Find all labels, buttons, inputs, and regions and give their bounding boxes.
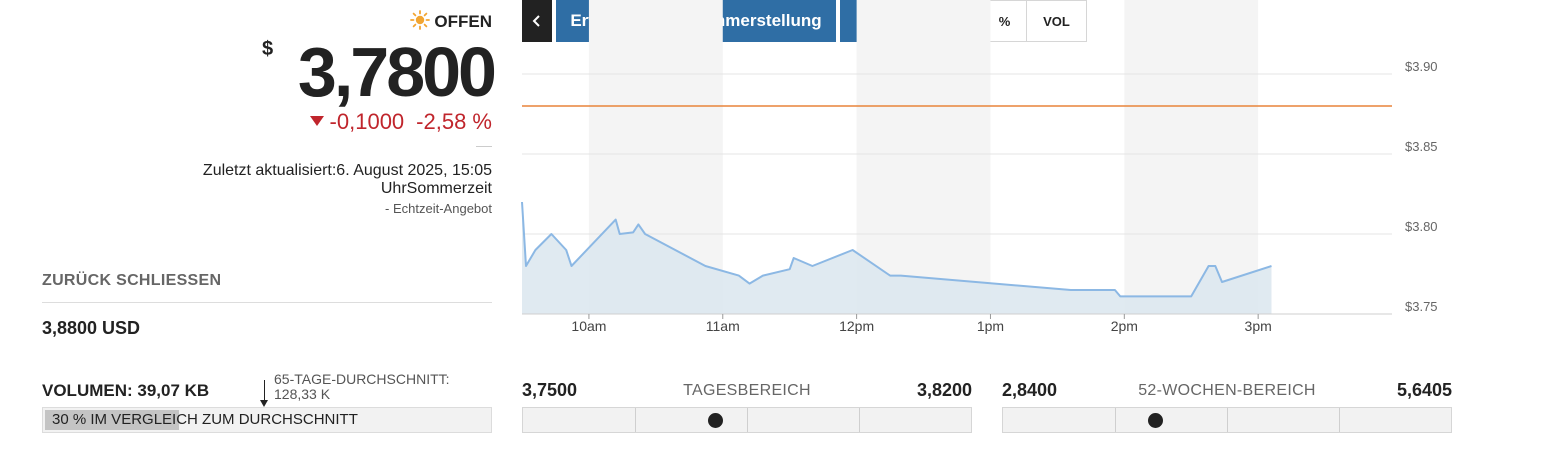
last-price: 3,7800 (297, 33, 497, 111)
volume-comparison-fill (45, 410, 180, 430)
volume-comparison-bar: 30 % IM VERGLEICH ZUM DURCHSCHNITT (42, 407, 492, 433)
price-line (521, 201, 1272, 298)
x-tick-label: 11am (706, 318, 740, 334)
realtime-quote-label: - Echtzeit-Angebot (385, 201, 492, 216)
day-range-title: TAGESBEREICH (683, 382, 811, 399)
x-tick-label: 2pm (1111, 318, 1138, 334)
change-percent: -2,58 % (416, 109, 492, 134)
week52-range-track (1002, 407, 1452, 433)
volume-label: VOLUMEN: 39,07 KB (42, 381, 210, 400)
average-marker-arrow-icon (260, 380, 268, 407)
previous-close-value: 3,8800 USD (42, 318, 141, 338)
y-tick-label: $3.85 (1405, 139, 1438, 154)
price-change: -0,1000 -2,58 % (260, 109, 492, 135)
y-tick-label: $3.75 (1405, 299, 1438, 314)
market-status-label: OFFEN (434, 12, 492, 31)
last-updated: Zuletzt aktualisiert:6. August 2025, 15:… (202, 162, 492, 197)
previous-close-label: ZURÜCK SCHLIESSEN (42, 272, 222, 289)
chart-shaded-band (1124, 0, 1259, 314)
week52-range-title: 52-WOCHEN-BEREICH (1138, 382, 1316, 399)
x-tick-label: 10am (571, 318, 606, 334)
x-tick-label: 12pm (839, 318, 874, 334)
divider (42, 302, 492, 303)
day-range-track (522, 407, 972, 433)
chart-shaded-band (856, 0, 991, 314)
chevron-left-icon (532, 15, 540, 27)
week52-range-high: 5,6405 (1396, 380, 1452, 400)
x-tick-label: 3pm (1245, 318, 1272, 334)
week52-range-marker (1147, 413, 1163, 428)
change-absolute: -0,1000 (329, 109, 405, 134)
price-currency-symbol: $ (262, 38, 274, 60)
x-tick-label: 1pm (977, 318, 1004, 334)
market-status: OFFEN (400, 10, 492, 32)
day-range-high: 3,8200 (916, 380, 972, 400)
sun-icon (410, 10, 431, 30)
day-range-low: 3,7500 (522, 380, 578, 400)
collapse-button[interactable] (522, 0, 552, 42)
average-volume-label: 65-TAGE-DURCHSCHNITT: 128,33 K (274, 371, 450, 402)
volume-comparison-text: 30 % IM VERGLEICH ZUM DURCHSCHNITT (52, 411, 358, 428)
week52-range-low: 2,8400 (1002, 380, 1058, 400)
down-triangle-icon (309, 116, 324, 126)
divider (476, 146, 492, 147)
mode-volume-button[interactable]: VOL (1027, 0, 1087, 42)
day-range-marker (708, 413, 724, 428)
price-area (522, 202, 1272, 314)
y-tick-label: $3.80 (1405, 219, 1438, 234)
y-tick-label: $3.90 (1405, 59, 1438, 74)
